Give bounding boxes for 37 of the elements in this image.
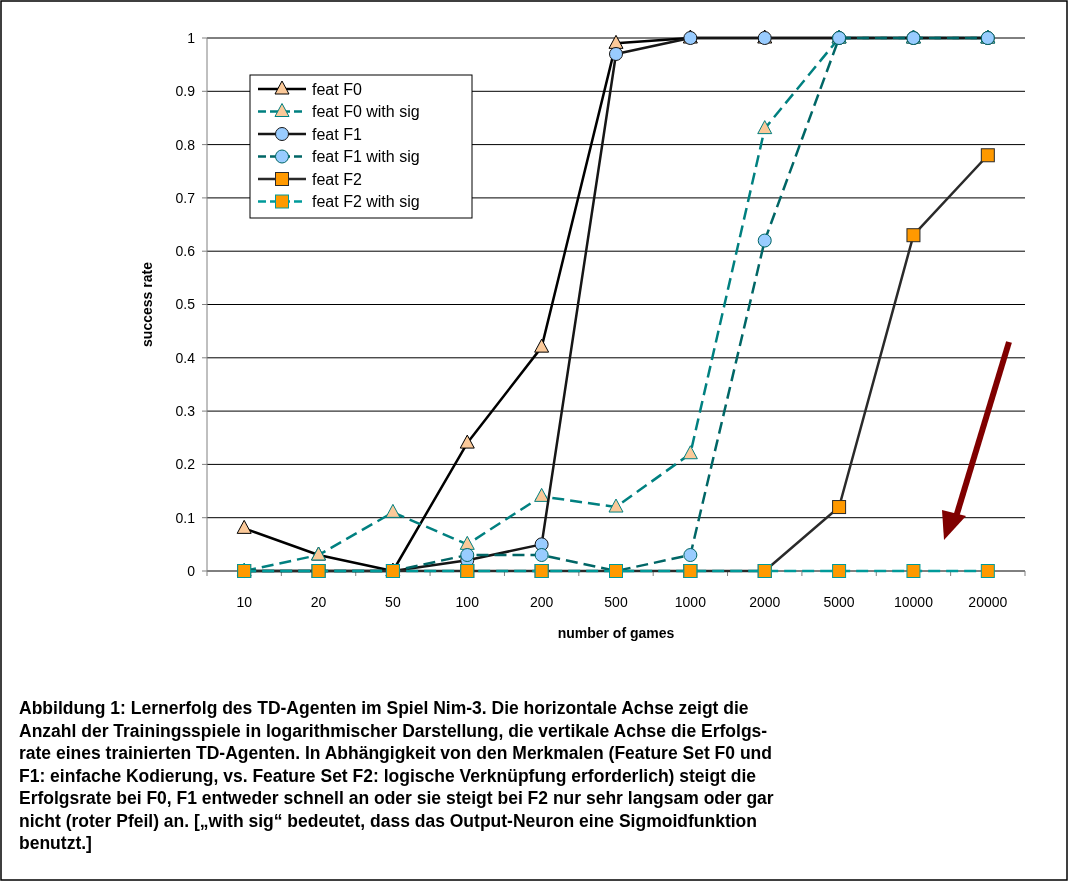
- legend-label: feat F2: [312, 170, 362, 188]
- x-tick-label: 1000: [674, 594, 707, 610]
- legend-label: feat F2 with sig: [312, 193, 420, 211]
- text: nicht (roter Pfeil) an. [„with sig“ bedeutet, dass das Output-Neuron eine Sigmoidfunktion: [19, 810, 757, 831]
- text: F1: einfache Kodierung, vs. Feature Set F2: logische Verknüpfung erforderlich) steigt die: [19, 765, 757, 786]
- y-tick-label: 0.2: [175, 456, 196, 473]
- x-tick-label: 20: [310, 594, 327, 610]
- legend-label: feat F1: [312, 125, 362, 143]
- y-tick-label: 0.9: [175, 83, 196, 100]
- y-tick-label: 0.5: [175, 296, 196, 313]
- y-axis-title: success rate: [139, 261, 155, 347]
- x-tick-label: 5000: [823, 594, 855, 610]
- x-tick-label: 100: [455, 594, 480, 610]
- y-tick-label: 0.3: [175, 403, 196, 419]
- text: Abbildung 1: Lernerfolg des TD-Agenten im Spiel Nim-3. Die horizontale Achse zeigt die: [19, 698, 749, 718]
- legend-label: feat F0 with sig: [312, 103, 420, 121]
- x-tick-label: 500: [604, 594, 628, 610]
- text: Anzahl der Trainingsspiele in logarithmischer Darstellung, die vertikale Achse die Erfolgs-: [19, 720, 768, 741]
- x-tick-label: 200: [529, 594, 554, 610]
- text: rate eines trainierten TD-Agenten. In Abhängigkeit von den Merkmalen (Feature Set F0 und: [19, 743, 772, 763]
- y-tick-label: 0.8: [175, 136, 196, 153]
- x-tick-label: 50: [385, 594, 401, 610]
- y-tick-label: 0.4: [175, 349, 196, 366]
- x-tick-label: 2000: [749, 594, 781, 610]
- x-tick-label: 20000: [968, 594, 1008, 610]
- text: benutzt.]: [19, 833, 92, 853]
- legend-label: feat F0: [312, 80, 362, 98]
- y-tick-label: 0.1: [175, 509, 196, 526]
- x-axis-title: number of games: [557, 625, 675, 641]
- y-tick-label: 0.6: [175, 243, 196, 260]
- y-tick-label: 0.7: [175, 189, 196, 206]
- x-tick-label: 10000: [893, 594, 934, 610]
- legend-label: feat F1 with sig: [312, 148, 420, 166]
- x-tick-label: 10: [236, 594, 253, 610]
- y-tick-label: 1: [187, 29, 196, 46]
- text: Erfolgsrate bei F0, F1 entweder schnell an oder sie steigt bei F2 nur sehr langsam oder gar: [19, 788, 774, 808]
- y-tick-label: 0: [187, 562, 196, 579]
